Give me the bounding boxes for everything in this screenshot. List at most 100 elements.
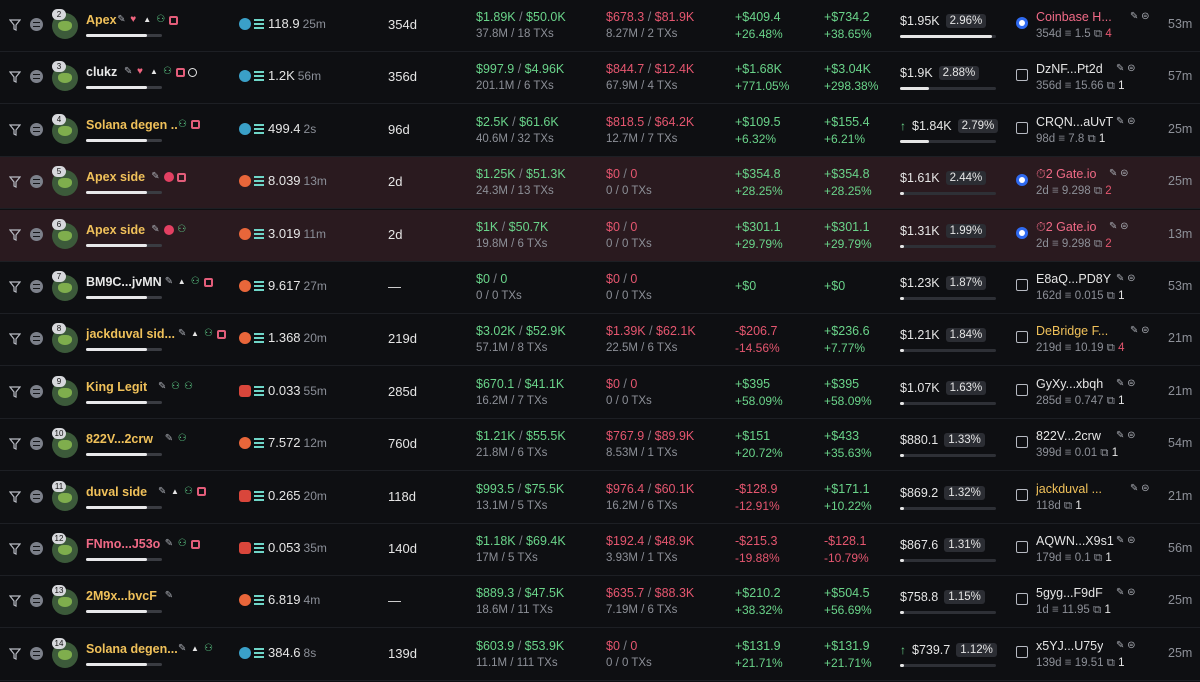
menu-icon[interactable] [30, 489, 43, 503]
funding-source[interactable]: DeBridge F... [1036, 324, 1109, 339]
table-row[interactable]: 12 FNmo...J53o ✎ ⚇ 0.053 35m 140d $1.18K / $69.… [0, 524, 1200, 576]
filter-icon[interactable] [8, 228, 22, 241]
wallet-name[interactable]: King Legit [86, 379, 148, 394]
funding-source[interactable]: CRQN...aUvT [1036, 114, 1114, 129]
funding-edit-icon[interactable]: ✎ ⊜ [1130, 325, 1150, 337]
funding-edit-icon[interactable]: ✎ ⊜ [1109, 168, 1129, 180]
filter-icon[interactable] [8, 386, 22, 398]
menu-icon[interactable] [30, 227, 43, 241]
wallet-name[interactable]: jackduval sid... [86, 327, 175, 342]
funding-source[interactable]: 822V...2crw [1036, 429, 1101, 444]
filter-icon[interactable] [8, 124, 22, 136]
table-row[interactable]: 9 King Legit ✎ ⚇ ⚇ 0.033 55m 285d $670.1 / $41.1… [0, 367, 1200, 419]
coinbase-icon[interactable] [1016, 226, 1028, 239]
filter-icon[interactable] [8, 19, 22, 31]
wallet-name[interactable]: Solana degen ... [86, 117, 178, 132]
funding-edit-icon[interactable]: ✎ ⊜ [1109, 220, 1129, 232]
filter-icon[interactable] [8, 281, 22, 293]
funding-edit-icon[interactable]: ✎ ⊜ [1116, 587, 1136, 599]
filter-icon[interactable] [8, 333, 22, 346]
transfer-icon[interactable] [1016, 279, 1028, 291]
wallet-name[interactable]: clukz [86, 65, 118, 80]
menu-icon[interactable] [30, 70, 43, 84]
pencil-icon[interactable]: ✎ [151, 223, 160, 235]
wallet-name[interactable]: 822V...2crw [86, 432, 153, 447]
funding-source[interactable]: x5YJ...U75y [1036, 638, 1104, 653]
transfer-icon[interactable] [1016, 69, 1028, 82]
table-row[interactable]: 11 duval side ✎ ▲ ⚇ 0.265 20m 118d $993.5 / $75.… [0, 472, 1200, 524]
funding-edit-icon[interactable]: ✎ ⊜ [1116, 430, 1136, 442]
filter-icon[interactable] [8, 595, 22, 608]
pencil-icon[interactable]: ✎ [151, 171, 160, 183]
coinbase-icon[interactable] [1016, 17, 1028, 29]
menu-icon[interactable] [30, 175, 43, 189]
funding-source[interactable]: 5gyg...F9dF [1036, 586, 1103, 601]
funding-edit-icon[interactable]: ✎ ⊜ [1116, 639, 1136, 651]
pencil-icon[interactable]: ✎ [158, 485, 167, 497]
pencil-icon[interactable]: ✎ [164, 538, 174, 549]
menu-icon[interactable] [30, 384, 43, 398]
pencil-icon[interactable]: ✎ [178, 642, 187, 654]
transfer-icon[interactable] [1016, 331, 1028, 344]
transfer-icon[interactable] [1016, 383, 1028, 396]
filter-icon[interactable] [8, 71, 22, 84]
funding-edit-icon[interactable]: ✎ ⊜ [1130, 11, 1150, 22]
table-row[interactable]: 5 Apex side ✎ 8.039 13m 2d $1.25K / $51.3K 24.3… [0, 157, 1200, 210]
pencil-icon[interactable]: ✎ [124, 66, 133, 78]
transfer-icon[interactable] [1016, 436, 1028, 449]
transfer-icon[interactable] [1016, 121, 1028, 134]
funding-source[interactable]: DzNF...Pt2d [1036, 62, 1103, 77]
funding-source[interactable]: ⏱2 Gate.io [1036, 219, 1097, 234]
filter-icon[interactable] [8, 543, 22, 555]
table-row[interactable]: 7 BM9C...jvMN ✎ ▲ ⚇ 9.617 27m — $0 / 0 0 / 0 TXs $… [0, 262, 1200, 314]
table-row[interactable]: 10 822V...2crw ✎ ⚇ 7.572 12m 760d $1.21K / $55.… [0, 419, 1200, 472]
menu-icon[interactable] [30, 280, 43, 293]
funding-source[interactable]: AQWN...X9s1 [1036, 534, 1114, 548]
menu-icon[interactable] [30, 542, 43, 555]
pencil-icon[interactable]: ✎ [164, 276, 174, 287]
wallet-name[interactable]: Solana degen... [86, 641, 178, 656]
menu-icon[interactable] [30, 122, 43, 136]
wallet-name[interactable]: BM9C...jvMN [86, 275, 162, 289]
table-row[interactable]: 4 Solana degen ... ⚇ 499.4 2s 96d $2.5K / $61.… [0, 105, 1200, 157]
menu-icon[interactable] [30, 646, 43, 660]
funding-edit-icon[interactable]: ✎ ⊜ [1116, 273, 1136, 284]
wallet-name[interactable]: 2M9x...bvcF [86, 589, 157, 604]
menu-icon[interactable] [30, 332, 43, 346]
filter-icon[interactable] [8, 648, 22, 660]
funding-source[interactable]: jackduval ... [1036, 481, 1103, 496]
funding-edit-icon[interactable]: ✎ ⊜ [1116, 377, 1136, 389]
table-row[interactable]: 8 jackduval sid... ✎ ▲ ⚇ 1.368 20m 219d $3.02K /… [0, 314, 1200, 367]
menu-icon[interactable] [30, 594, 43, 608]
funding-edit-icon[interactable]: ✎ ⊜ [1116, 63, 1136, 75]
funding-source[interactable]: ⏱2 Gate.io [1036, 167, 1097, 182]
wallet-name[interactable]: Apex [86, 13, 117, 27]
table-row[interactable]: 13 2M9x...bvcF ✎ 6.819 4m — $889.3 / $47.5K 18.… [0, 576, 1200, 629]
filter-icon[interactable] [8, 490, 22, 503]
funding-source[interactable]: E8aQ...PD8Y [1036, 272, 1112, 286]
pencil-icon[interactable]: ✎ [164, 433, 174, 445]
menu-icon[interactable] [30, 18, 43, 31]
transfer-icon[interactable] [1016, 541, 1028, 553]
wallet-name[interactable]: duval side [86, 484, 148, 499]
pencil-icon[interactable]: ✎ [178, 328, 187, 340]
menu-icon[interactable] [30, 437, 43, 451]
funding-edit-icon[interactable]: ✎ ⊜ [1130, 482, 1150, 494]
table-row[interactable]: 14 Solana degen... ✎ ▲ ⚇ 384.6 8s 139d $603.9 / … [0, 629, 1200, 681]
table-row[interactable]: 2 Apex ✎ ♥ ▲ ⚇ 118.9 25m 354d $1.89K / $50.0K 37.8… [0, 0, 1200, 52]
filter-icon[interactable] [8, 176, 22, 189]
wallet-name[interactable]: Apex side [86, 222, 146, 237]
funding-edit-icon[interactable]: ✎ ⊜ [1116, 115, 1136, 127]
pencil-icon[interactable]: ✎ [117, 14, 126, 25]
pencil-icon[interactable]: ✎ [158, 380, 167, 392]
coinbase-icon[interactable] [1016, 174, 1028, 187]
funding-edit-icon[interactable]: ✎ ⊜ [1116, 535, 1136, 546]
wallet-name[interactable]: Apex side [86, 170, 146, 185]
filter-icon[interactable] [8, 438, 22, 451]
funding-source[interactable]: Coinbase H... [1036, 10, 1112, 24]
funding-source[interactable]: GyXy...xbqh [1036, 376, 1104, 391]
transfer-icon[interactable] [1016, 645, 1028, 658]
table-row[interactable]: 3 clukz ✎ ♥ ▲ ⚇ 1.2K 56m 356d $997.9 / $4.96K 201.… [0, 52, 1200, 105]
transfer-icon[interactable] [1016, 488, 1028, 501]
pencil-icon[interactable]: ✎ [164, 590, 174, 602]
